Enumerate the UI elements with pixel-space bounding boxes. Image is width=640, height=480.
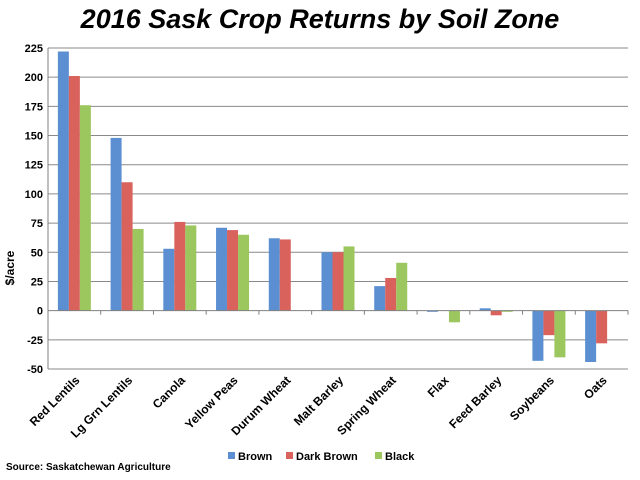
bar-brown — [479, 308, 491, 311]
bar-brown — [321, 252, 333, 311]
bar-dark-brown — [227, 230, 239, 311]
y-tick-label: 125 — [25, 160, 43, 172]
y-tick-label: 100 — [25, 189, 43, 201]
bar-dark-brown — [543, 310, 555, 336]
y-tick-label: 25 — [31, 276, 43, 288]
bar-black — [448, 310, 460, 323]
bar-brown — [57, 51, 69, 311]
y-tick-label: 225 — [25, 43, 43, 55]
source-note: Source: Saskatchewan Agriculture — [6, 462, 171, 473]
legend: Brown Dark Brown Black — [228, 451, 415, 463]
x-tick-label: Malt Barley — [291, 373, 346, 428]
bar-dark-brown — [121, 182, 133, 311]
bar-brown — [268, 238, 280, 311]
bar-dark-brown — [490, 310, 502, 316]
bar-dark-brown — [279, 239, 291, 311]
bar-black — [79, 105, 91, 311]
legend-label: Brown — [238, 451, 273, 463]
y-tick-label: 75 — [31, 218, 43, 230]
y-tick-label: -50 — [27, 364, 43, 376]
bar-brown — [532, 310, 544, 361]
bar-black — [185, 225, 197, 311]
bar-dark-brown — [68, 76, 80, 311]
x-tick-label: Soybeans — [507, 373, 557, 423]
legend-label: Black — [385, 451, 415, 463]
axes — [47, 48, 629, 369]
bar-brown — [585, 310, 597, 362]
x-tick-label: Yellow Peas — [182, 373, 241, 432]
bar-dark-brown — [174, 221, 186, 311]
legend-swatch — [286, 452, 293, 459]
bar-black — [501, 310, 513, 312]
y-tick-label: 150 — [25, 131, 43, 143]
bar-dark-brown — [332, 252, 344, 311]
y-tick-label: -25 — [27, 335, 43, 347]
x-tick-label: Canola — [150, 373, 188, 411]
chart-title: 2016 Sask Crop Returns by Soil Zone — [80, 4, 560, 34]
y-tick-label: 175 — [25, 101, 43, 113]
bar-black — [343, 246, 355, 311]
y-tick-label: 0 — [37, 306, 43, 318]
legend-swatch — [375, 452, 382, 459]
y-tick-labels: -50 -25 0 25 50 75 100 125 150 175 200 225 — [25, 43, 43, 376]
bar-black — [554, 310, 566, 358]
bar-black — [132, 228, 144, 311]
y-tick-label: 200 — [25, 72, 43, 84]
bar-dark-brown — [596, 310, 608, 344]
bar-black — [396, 262, 408, 311]
x-tick-label: Oats — [581, 373, 610, 402]
y-tick-label: 50 — [31, 247, 43, 259]
bar-brown — [163, 248, 175, 311]
bar-brown — [216, 227, 228, 311]
bars — [57, 51, 608, 362]
legend-swatch — [228, 452, 235, 459]
x-tick-label: Red Lentils — [27, 373, 83, 429]
legend-label: Dark Brown — [296, 451, 358, 463]
x-tick-label: Flax — [425, 373, 452, 400]
x-tick-label: Feed Barley — [446, 373, 504, 431]
bar-black — [238, 234, 250, 311]
y-axis-label: $/acre — [3, 250, 17, 285]
bar-brown — [374, 286, 386, 311]
bar-brown — [426, 310, 438, 312]
bar-brown — [110, 137, 122, 311]
bar-dark-brown — [385, 277, 397, 311]
